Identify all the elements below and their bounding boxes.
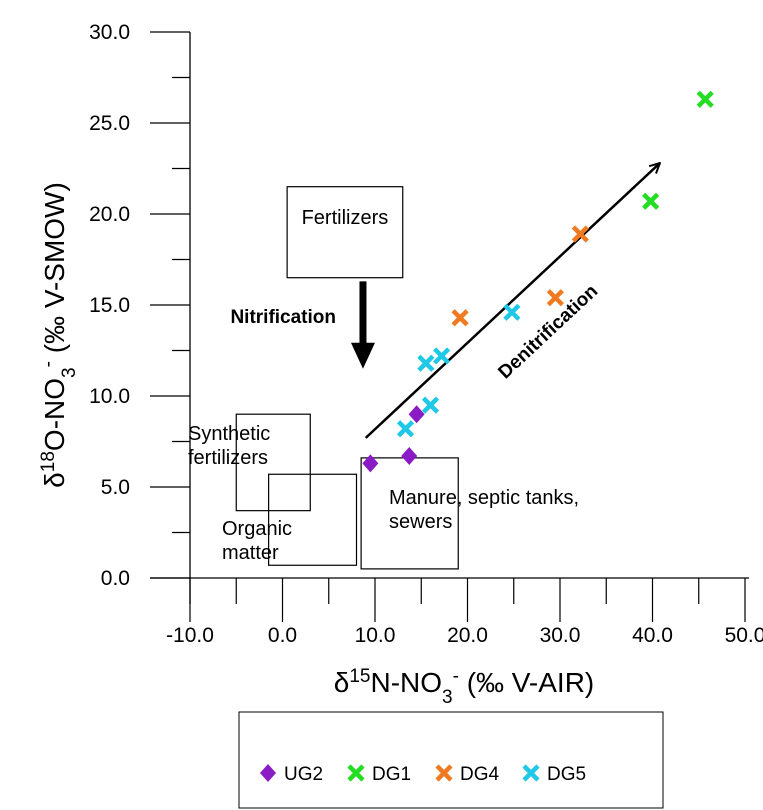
source-box-label: sewers	[389, 511, 452, 533]
legend-label-dg4: DG4	[460, 764, 500, 785]
x-tick-label: 10.0	[355, 624, 396, 647]
axes: 0.0 5.0 10.0 15.0 20.0 25.0 30.0 -10.0 0.0 10.0 20…	[89, 21, 763, 647]
legend-marker-dg1	[347, 764, 365, 782]
point-ug2	[362, 454, 379, 473]
y-axis-title-main: O-NO	[39, 378, 70, 451]
y-axis-title-sup2: -	[38, 361, 59, 367]
point-dg4	[571, 225, 589, 243]
x-axis-title-sub: 3	[442, 687, 453, 708]
legend-marker-dg4	[435, 764, 453, 782]
y-tick-label: 30.0	[89, 21, 130, 44]
source-box-label: Fertilizers	[302, 207, 389, 229]
source-box	[286, 186, 404, 279]
y-axis-title: δ18O-NO3- (‰ V-SMOW)	[38, 182, 80, 488]
x-axis-title-tail: (‰ V-AIR)	[459, 667, 594, 698]
series-dg5	[396, 303, 521, 438]
source-box	[268, 473, 358, 566]
legend-label-ug2: UG2	[284, 764, 323, 785]
x-axis-title: δ15N-NO3- (‰ V-AIR)	[334, 666, 595, 708]
nitrification-label: Nitrification	[230, 307, 336, 328]
source-box	[235, 413, 311, 512]
x-tick-label: 40.0	[632, 624, 673, 647]
source-box-label: Synthetic	[188, 423, 270, 445]
x-tick-label: 50.0	[725, 624, 763, 647]
legend-marker-dg5	[522, 764, 540, 782]
x-axis-title-delta: δ	[334, 667, 350, 698]
legend-label-dg1: DG1	[372, 764, 411, 785]
point-ug2	[401, 447, 418, 466]
denitrification-label: Denitrification	[494, 281, 602, 384]
y-tick-label: 10.0	[89, 385, 130, 408]
point-dg5	[433, 347, 451, 365]
point-dg4	[546, 289, 564, 307]
y-tick-label: 15.0	[89, 294, 130, 317]
point-dg5	[396, 420, 415, 438]
y-axis-title-sup: 18	[38, 451, 59, 472]
source-box-label: fertilizers	[188, 447, 268, 469]
legend: UG2 DG1 DG4 DG5	[238, 711, 664, 809]
y-axis-title-delta: δ	[39, 472, 70, 488]
y-axis-title-sub: 3	[59, 367, 80, 378]
point-dg5	[503, 303, 521, 321]
legend-label-dg5: DG5	[547, 764, 586, 785]
x-axis-title-sup: 15	[349, 666, 370, 687]
point-dg5	[421, 396, 440, 414]
point-dg1	[696, 90, 714, 108]
data-points	[362, 90, 714, 473]
nitrification-arrow-head	[350, 342, 375, 369]
point-dg1	[642, 192, 660, 210]
point-dg4	[451, 309, 469, 327]
series-dg4	[451, 225, 589, 327]
x-tick-label: 0.0	[268, 624, 297, 647]
y-axis-title-tail: (‰ V-SMOW)	[39, 182, 70, 361]
legend-marker-ug2	[260, 764, 276, 782]
source-box-label: matter	[222, 542, 279, 564]
source-box-label: Organic	[222, 518, 292, 540]
point-ug2	[408, 405, 425, 424]
y-tick-label: 5.0	[101, 476, 130, 499]
y-tick-label: 0.0	[101, 567, 130, 590]
x-tick-label: 30.0	[540, 624, 581, 647]
legend-box	[238, 711, 664, 809]
series-ug2	[362, 405, 425, 473]
x-tick-label: -10.0	[166, 624, 214, 647]
x-tick-label: 20.0	[447, 624, 488, 647]
y-tick-label: 20.0	[89, 203, 130, 226]
source-box-label: Manure, septic tanks,	[389, 487, 579, 509]
point-dg5	[417, 354, 435, 372]
x-axis-title-sup2: -	[453, 666, 459, 687]
denitrification-arrow	[364, 163, 660, 439]
x-axis-title-main: N-NO	[370, 667, 442, 698]
series-dg1	[642, 90, 714, 210]
y-tick-label: 25.0	[89, 112, 130, 135]
